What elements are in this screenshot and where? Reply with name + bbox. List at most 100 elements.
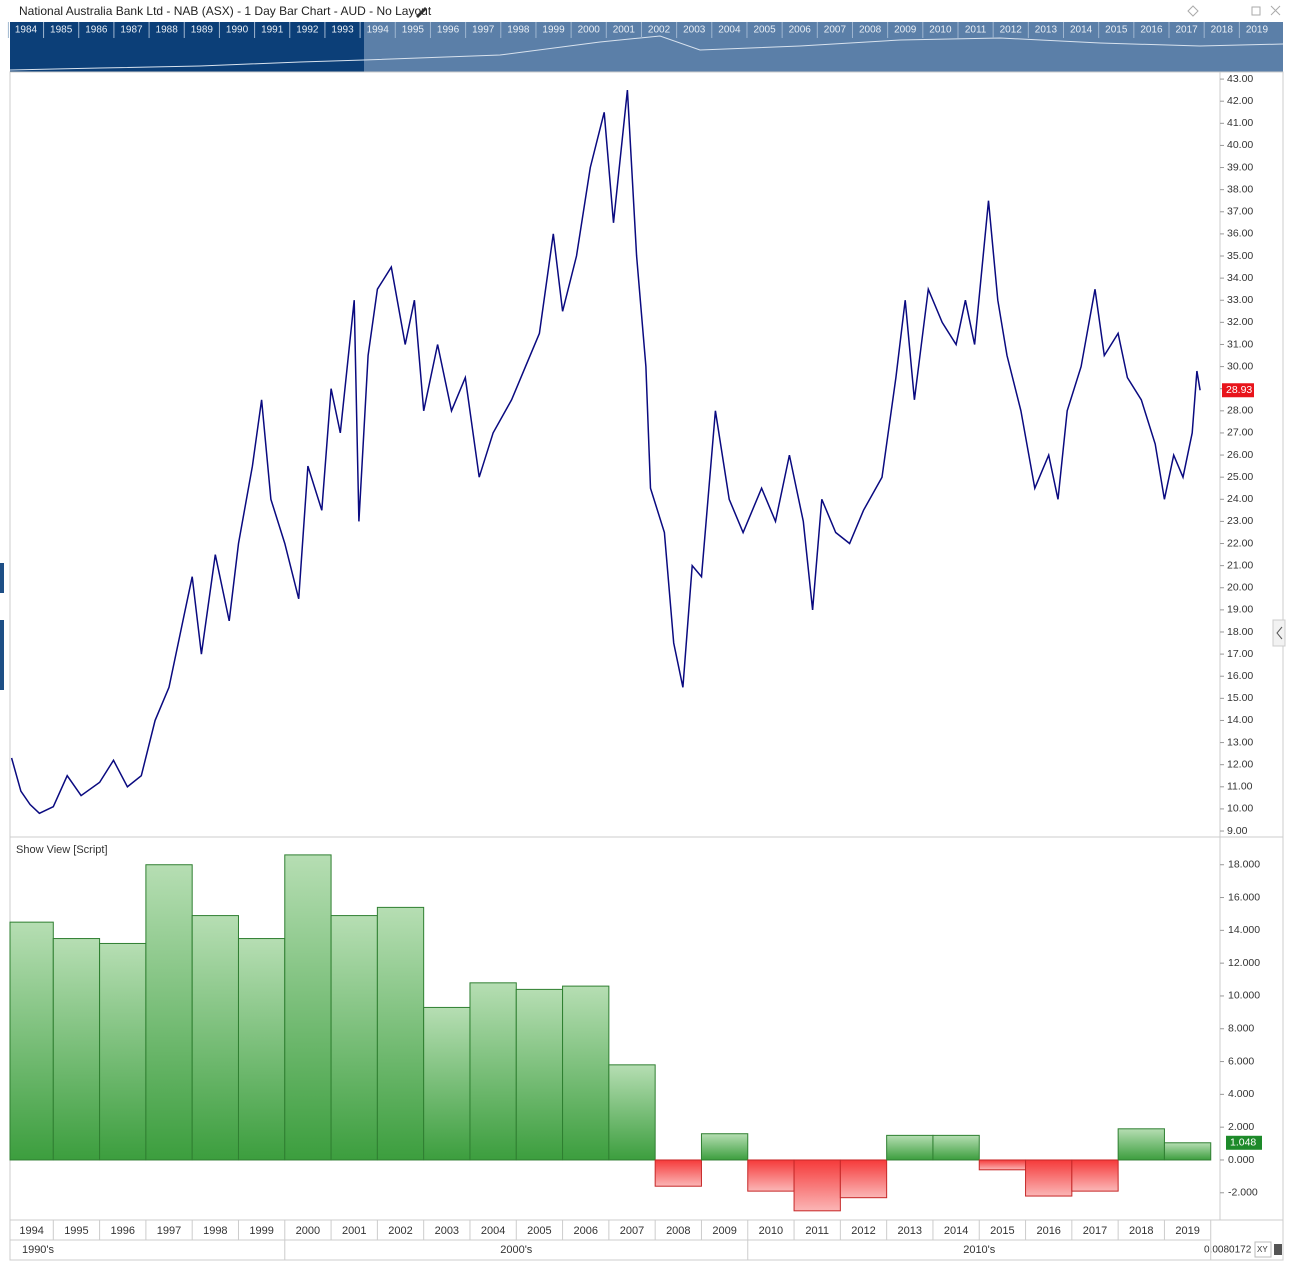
x-tick-label: 2008 (666, 1225, 690, 1237)
navigator-year: 1990 (226, 25, 249, 36)
navigator-year: 2014 (1070, 25, 1093, 36)
y-tick-label: 41.00 (1227, 117, 1253, 129)
y-tick-label: 13.00 (1227, 736, 1253, 748)
y-tick-label: 39.00 (1227, 161, 1253, 173)
side-tab[interactable] (0, 563, 4, 593)
navigator-year: 2018 (1211, 25, 1234, 36)
x-tick-label: 2014 (944, 1225, 968, 1237)
x-tick-label: 2015 (990, 1225, 1014, 1237)
y-tick-label: 18.000 (1228, 859, 1260, 871)
collapse-arrow (1276, 626, 1283, 640)
y-tick-label: 23.00 (1227, 515, 1253, 527)
y-tick-label: 22.00 (1227, 537, 1253, 549)
xy-button[interactable] (1254, 1241, 1272, 1258)
navigator-year: 2008 (859, 25, 882, 36)
step-bar (9, 921, 54, 1161)
step-bar (145, 864, 193, 1161)
y-tick-label: 15.00 (1227, 692, 1253, 704)
navigator-year: 1991 (261, 25, 284, 36)
step-bar (654, 1159, 702, 1187)
group-label: 1990's (22, 1244, 55, 1256)
y-tick-label: 34.00 (1227, 272, 1253, 284)
step-bar (839, 1159, 888, 1199)
y-tick-label: 27.00 (1227, 427, 1253, 439)
diamond-icon[interactable] (1187, 5, 1199, 17)
step-bar (1025, 1159, 1073, 1197)
last-price-badge (1222, 383, 1254, 398)
y-tick-label: 33.00 (1227, 294, 1253, 306)
navigator-year: 2003 (683, 25, 706, 36)
x-tick-label: 2002 (388, 1225, 412, 1237)
y-tick-label: 32.00 (1227, 316, 1253, 328)
y-tick-label: 10.000 (1228, 990, 1260, 1002)
navigator-year: 2001 (613, 25, 636, 36)
step-bar (191, 915, 239, 1161)
y-tick-label: 4.000 (1228, 1088, 1254, 1100)
x-tick-label: 2003 (435, 1225, 459, 1237)
y-tick-label: 26.00 (1227, 449, 1253, 461)
navigator-year: 2009 (894, 25, 917, 36)
step-bar (700, 1133, 749, 1161)
close-icon[interactable] (1270, 5, 1281, 16)
x-tick-label: 2019 (1175, 1225, 1199, 1237)
navigator-year: 2015 (1105, 25, 1128, 36)
y-tick-label: 31.00 (1227, 338, 1253, 350)
x-tick-label: 1997 (157, 1225, 181, 1237)
navigator-year: 1987 (120, 25, 143, 36)
navigator-year: 1985 (50, 25, 73, 36)
y-tick-label: 19.00 (1227, 604, 1253, 616)
navigator-year: 2006 (789, 25, 812, 36)
panel-title: Show View [Script] (16, 844, 108, 856)
navigator-year: 2005 (753, 25, 776, 36)
y-tick-label: 37.00 (1227, 206, 1253, 218)
x-tick-label: 2013 (898, 1225, 922, 1237)
navigator-year: 1988 (156, 25, 179, 36)
step-bar (423, 1006, 471, 1161)
y-tick-label: 12.000 (1228, 957, 1260, 969)
navigator-shade (10, 22, 364, 72)
lock-icon[interactable] (1274, 1244, 1282, 1255)
y-tick-label: 14.000 (1228, 924, 1260, 936)
navigator-line (9, 35, 1284, 71)
navigator-year: 2010 (929, 25, 952, 36)
y-tick-label: 43.00 (1227, 73, 1253, 85)
x-tick-label: 2011 (805, 1225, 829, 1237)
navigator-year: 1999 (542, 25, 565, 36)
y-tick-label: 14.00 (1227, 714, 1253, 726)
x-tick-label: 2009 (712, 1225, 736, 1237)
x-tick-label: 1994 (19, 1225, 43, 1237)
collapse-button[interactable] (1272, 619, 1286, 647)
y-tick-label: 42.00 (1227, 95, 1253, 107)
x-tick-label: 2016 (1036, 1225, 1060, 1237)
frame (9, 71, 1284, 1261)
x-tick-label: 2017 (1083, 1225, 1107, 1237)
y-tick-label: 8.000 (1228, 1023, 1254, 1035)
window-title: National Australia Bank Ltd - NAB (ASX) … (19, 4, 432, 18)
navigator-year: 1995 (402, 25, 425, 36)
x-tick-label: 2010 (759, 1225, 783, 1237)
y-tick-label: 40.00 (1227, 139, 1253, 151)
edit-icon[interactable] (416, 7, 427, 18)
y-tick-label: 30.00 (1227, 360, 1253, 372)
y-tick-label: 21.00 (1227, 559, 1253, 571)
navigator-year: 1998 (507, 25, 530, 36)
y-tick-label: 17.00 (1227, 648, 1253, 660)
step-bar (376, 906, 425, 1161)
x-tick-label: 2018 (1129, 1225, 1153, 1237)
step-bar (608, 1064, 656, 1161)
xy-label[interactable]: XY (1257, 1245, 1268, 1254)
navigator-year: 1989 (191, 25, 214, 36)
navigator-year: 1984 (15, 25, 38, 36)
navigator[interactable]: 1984 1985 1986 1987 1988 1989 1990 1991 1992 1993… (7, 22, 1284, 72)
step-bar (793, 1159, 841, 1212)
step-bar (284, 854, 332, 1161)
x-tick-label: 2007 (620, 1225, 644, 1237)
maximize-icon[interactable] (1251, 6, 1261, 16)
x-tick-label: 2000 (296, 1225, 320, 1237)
last-price-label: 28.93 (1226, 384, 1252, 396)
side-tab[interactable] (0, 620, 4, 690)
y-tick-label: 38.00 (1227, 183, 1253, 195)
step-bar (886, 1134, 934, 1161)
